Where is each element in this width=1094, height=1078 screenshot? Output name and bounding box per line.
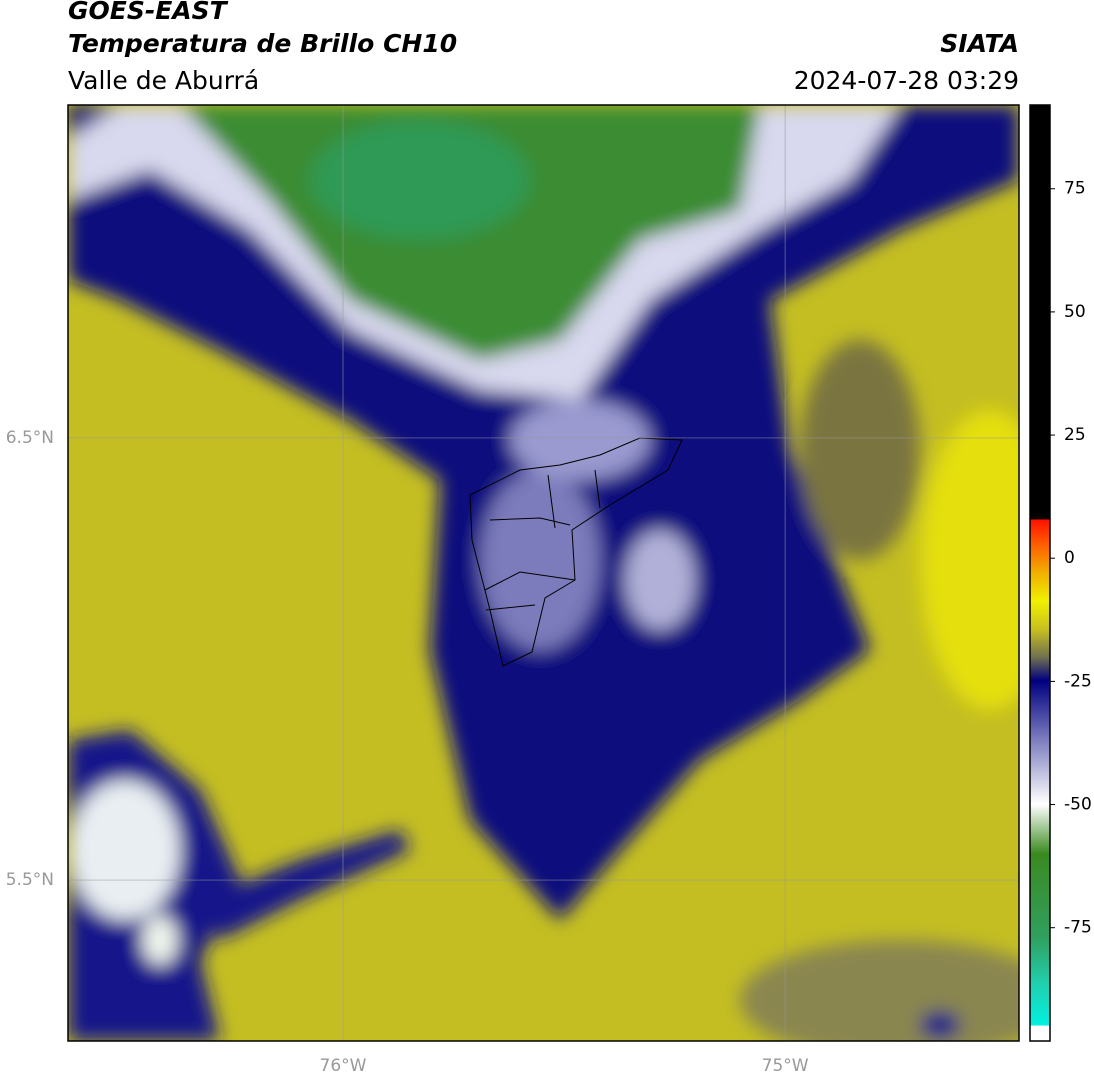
map-frame <box>67 104 1020 1042</box>
x-tick-label: 75°W <box>762 1056 809 1076</box>
colorbar-tick-label: 0 <box>1064 548 1075 568</box>
y-tick-label: 6.5°N <box>6 428 54 448</box>
satellite-image <box>68 105 1019 1041</box>
colorbar <box>1029 104 1051 1042</box>
region: Valle de Aburrá <box>68 66 259 95</box>
title: GOES-EAST <box>68 0 229 25</box>
colorbar-tick-label: -25 <box>1064 671 1092 691</box>
graticule <box>68 105 1019 1041</box>
subtitle: Temperatura de Brillo CH10 <box>68 29 457 58</box>
timestamp: 2024-07-28 03:29 <box>794 66 1019 95</box>
y-tick-label: 5.5°N <box>6 870 54 890</box>
colorbar-tick-label: -75 <box>1064 918 1092 938</box>
header: GOES-EAST Temperatura de Brillo CH10 Val… <box>68 0 1019 95</box>
colorbar-tick-label: 25 <box>1064 425 1086 445</box>
colorbar-tick-label: 75 <box>1064 179 1086 199</box>
colorbar-tick-label: 50 <box>1064 302 1086 322</box>
colorbar-tick-label: -50 <box>1064 795 1092 815</box>
x-tick-label: 76°W <box>320 1056 367 1076</box>
source: SIATA <box>940 29 1019 58</box>
